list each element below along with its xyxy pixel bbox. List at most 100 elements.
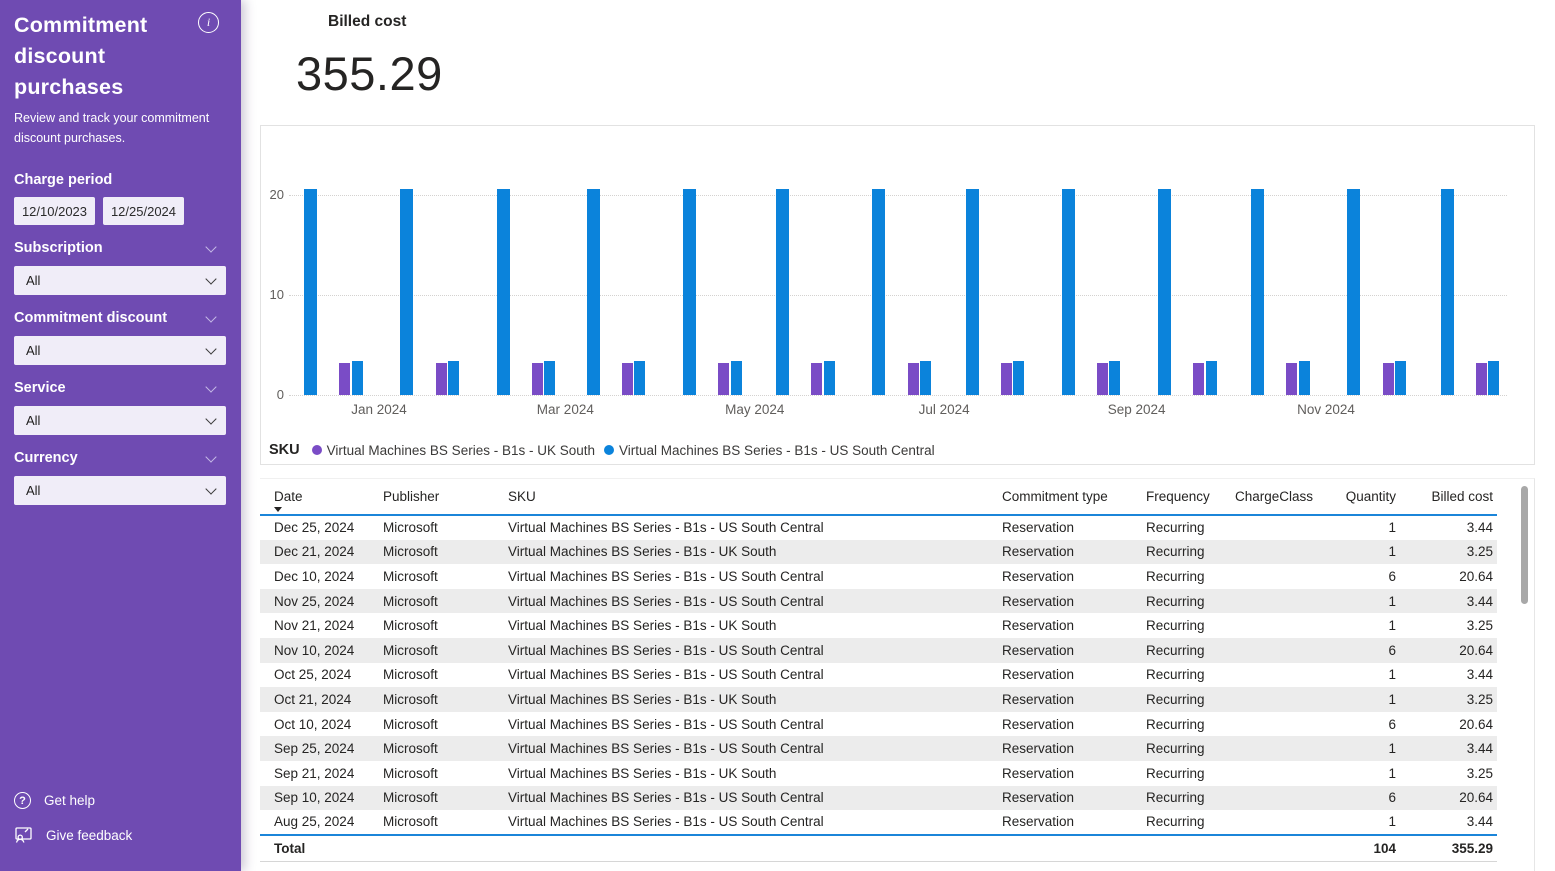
commitment-discount-dropdown[interactable]: All xyxy=(14,336,226,365)
chart-bar[interactable] xyxy=(621,362,633,395)
column-header-date[interactable]: Date xyxy=(260,479,383,515)
chart-bar[interactable] xyxy=(823,360,835,395)
table-vertical-scrollbar[interactable] xyxy=(1521,486,1528,604)
chart-bar[interactable] xyxy=(683,188,697,395)
gridline xyxy=(289,295,1507,296)
table-row[interactable]: Nov 21, 2024 Microsoft Virtual Machines BS… xyxy=(260,613,1497,638)
chart-bar[interactable] xyxy=(544,360,556,395)
chart-bar[interactable] xyxy=(1205,360,1217,395)
chart-bar[interactable] xyxy=(1347,188,1361,395)
chart-bar[interactable] xyxy=(1286,362,1298,395)
table-cell: Reservation xyxy=(1002,642,1075,658)
table-total-row: Total 104 355.29 xyxy=(260,834,1497,862)
chart-bar[interactable] xyxy=(718,362,730,395)
chart-bar[interactable] xyxy=(435,362,447,395)
give-feedback-link[interactable]: Give feedback xyxy=(14,826,132,844)
table-cell: Reservation xyxy=(1002,618,1075,634)
legend-item[interactable]: Virtual Machines BS Series - B1s - UK So… xyxy=(311,442,595,458)
charge-period-start-button[interactable]: 12/10/2023 xyxy=(14,197,95,225)
table-cell: Sep 25, 2024 xyxy=(274,741,355,757)
chart-bar[interactable] xyxy=(1158,188,1172,395)
table-cell xyxy=(1235,810,1334,835)
chart-bar[interactable] xyxy=(1440,188,1454,395)
chart-bar[interactable] xyxy=(400,188,414,395)
table-row[interactable]: Nov 25, 2024 Microsoft Virtual Machines BS… xyxy=(260,588,1497,614)
chart-bar[interactable] xyxy=(872,188,886,395)
chart-bar[interactable] xyxy=(351,360,363,395)
chart-bar[interactable] xyxy=(776,188,790,395)
chart-bar[interactable] xyxy=(1109,360,1121,395)
legend-label: Virtual Machines BS Series - B1s - UK So… xyxy=(326,442,595,458)
column-header-billed-cost[interactable]: Billed cost xyxy=(1431,489,1493,504)
column-header-commitment-type[interactable]: Commitment type xyxy=(1002,489,1108,504)
info-icon[interactable]: i xyxy=(198,12,219,33)
table-cell: Virtual Machines BS Series - B1s - UK So… xyxy=(508,618,777,634)
table-row[interactable]: Dec 21, 2024 Microsoft Virtual Machines BS… xyxy=(260,539,1497,565)
chart-bar[interactable] xyxy=(1382,362,1394,395)
table-row[interactable]: Sep 25, 2024 Microsoft Virtual Machines BS… xyxy=(260,736,1497,761)
filter-label-commitment-discount[interactable]: Commitment discount xyxy=(14,310,227,326)
table-cell: Recurring xyxy=(1146,618,1205,634)
filter-label-service[interactable]: Service xyxy=(14,380,227,396)
table-row[interactable]: Aug 25, 2024 Microsoft Virtual Machines BS… xyxy=(260,810,1497,835)
chart-bar[interactable] xyxy=(1251,188,1265,395)
chart-bar[interactable] xyxy=(586,188,600,395)
chart-bar[interactable] xyxy=(1488,360,1500,395)
table-cell: Virtual Machines BS Series - B1s - US So… xyxy=(508,568,824,584)
legend-item[interactable]: Virtual Machines BS Series - B1s - US So… xyxy=(604,443,935,458)
chart-bar[interactable] xyxy=(1013,360,1025,395)
chart-bar[interactable] xyxy=(907,362,919,395)
table-row[interactable]: Oct 21, 2024 Microsoft Virtual Machines BS… xyxy=(260,687,1497,712)
chart-bar[interactable] xyxy=(730,360,742,395)
subscription-dropdown[interactable]: All xyxy=(14,266,226,295)
chart-bar[interactable] xyxy=(1193,362,1205,395)
table-cell: 3.44 xyxy=(1466,814,1493,830)
chart-bar[interactable] xyxy=(919,360,931,395)
table-cell: Sep 21, 2024 xyxy=(274,765,355,781)
chart-bar[interactable] xyxy=(1061,188,1075,395)
table-row[interactable]: Oct 10, 2024 Microsoft Virtual Machines BS… xyxy=(260,712,1497,737)
chart-bar[interactable] xyxy=(811,362,823,395)
chart-bar[interactable] xyxy=(304,188,318,395)
table-cell: Virtual Machines BS Series - B1s - UK So… xyxy=(508,544,777,560)
table-cell: Nov 21, 2024 xyxy=(274,618,355,634)
filter-label-subscription[interactable]: Subscription xyxy=(14,240,227,256)
chart-bar[interactable] xyxy=(1000,362,1012,395)
chart-bar[interactable] xyxy=(448,360,460,395)
column-header-frequency[interactable]: Frequency xyxy=(1146,489,1210,504)
service-dropdown[interactable]: All xyxy=(14,406,226,435)
chart-bar[interactable] xyxy=(1475,362,1487,395)
charge-period-end-button[interactable]: 12/25/2024 xyxy=(103,197,184,225)
chart-legend: SKU Virtual Machines BS Series - B1s - U… xyxy=(269,442,935,458)
table-cell: 3.25 xyxy=(1466,544,1493,560)
table-row[interactable]: Sep 21, 2024 Microsoft Virtual Machines BS… xyxy=(260,761,1497,786)
currency-dropdown[interactable]: All xyxy=(14,476,226,505)
chart-bar[interactable] xyxy=(1395,360,1407,395)
table-row[interactable]: Sep 10, 2024 Microsoft Virtual Machines BS… xyxy=(260,785,1497,811)
chart-bar[interactable] xyxy=(496,188,510,395)
table-row[interactable]: Dec 25, 2024 Microsoft Virtual Machines BS… xyxy=(260,515,1497,540)
table-cell: Recurring xyxy=(1146,691,1205,707)
chart-bar[interactable] xyxy=(339,362,351,395)
chart-bar[interactable] xyxy=(1298,360,1310,395)
table-row[interactable]: Nov 10, 2024 Microsoft Virtual Machines BS… xyxy=(260,637,1497,663)
filter-label-currency[interactable]: Currency xyxy=(14,450,227,466)
table-cell: 1 xyxy=(1388,593,1396,609)
column-header-sku[interactable]: SKU xyxy=(508,489,536,504)
column-header-publisher[interactable]: Publisher xyxy=(383,489,440,504)
chart-bar[interactable] xyxy=(634,360,646,395)
table-cell: 1 xyxy=(1388,667,1396,683)
table-cell: Microsoft xyxy=(383,642,438,658)
get-help-link[interactable]: ? Get help xyxy=(14,792,132,809)
table-cell: Virtual Machines BS Series - B1s - UK So… xyxy=(508,691,777,707)
chart-bar[interactable] xyxy=(965,188,979,395)
total-label: Total xyxy=(274,840,306,856)
table-row[interactable]: Oct 25, 2024 Microsoft Virtual Machines BS… xyxy=(260,663,1497,688)
column-header-quantity[interactable]: Quantity xyxy=(1345,489,1396,504)
chart-bar[interactable] xyxy=(531,362,543,395)
table-cell: 20.64 xyxy=(1459,716,1493,732)
table-row[interactable]: Dec 10, 2024 Microsoft Virtual Machines BS… xyxy=(260,564,1497,589)
column-header-chargeclass[interactable]: ChargeClass xyxy=(1235,489,1314,504)
billed-cost-chart-card: 0 10 20 Jan 2024 Mar 2024 May 2024 Jul 2024 Sep… xyxy=(260,125,1535,465)
chart-bar[interactable] xyxy=(1096,362,1108,395)
